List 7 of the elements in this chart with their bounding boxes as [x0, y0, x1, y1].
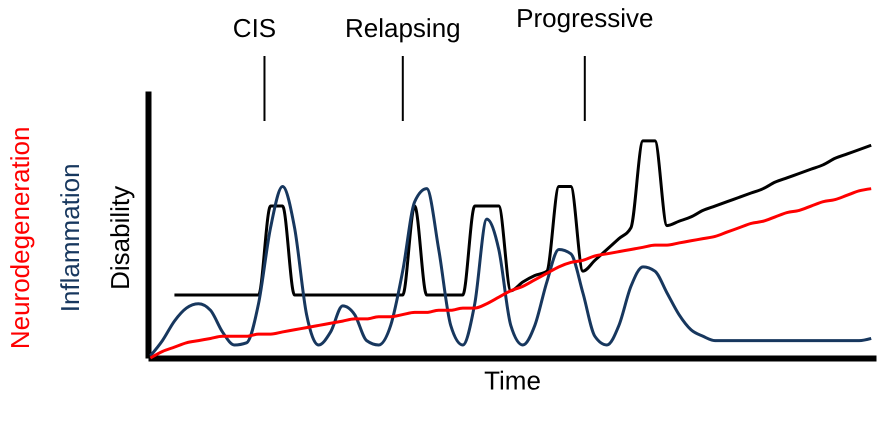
x-axis-title: Time: [484, 366, 541, 396]
text: Inflammation: [55, 163, 85, 312]
text: Relapsing: [344, 13, 461, 43]
text: Progressive: [516, 3, 654, 33]
text: Disability: [105, 186, 135, 290]
text: Neurodegeneration: [5, 126, 35, 350]
text: CIS: [232, 13, 276, 43]
